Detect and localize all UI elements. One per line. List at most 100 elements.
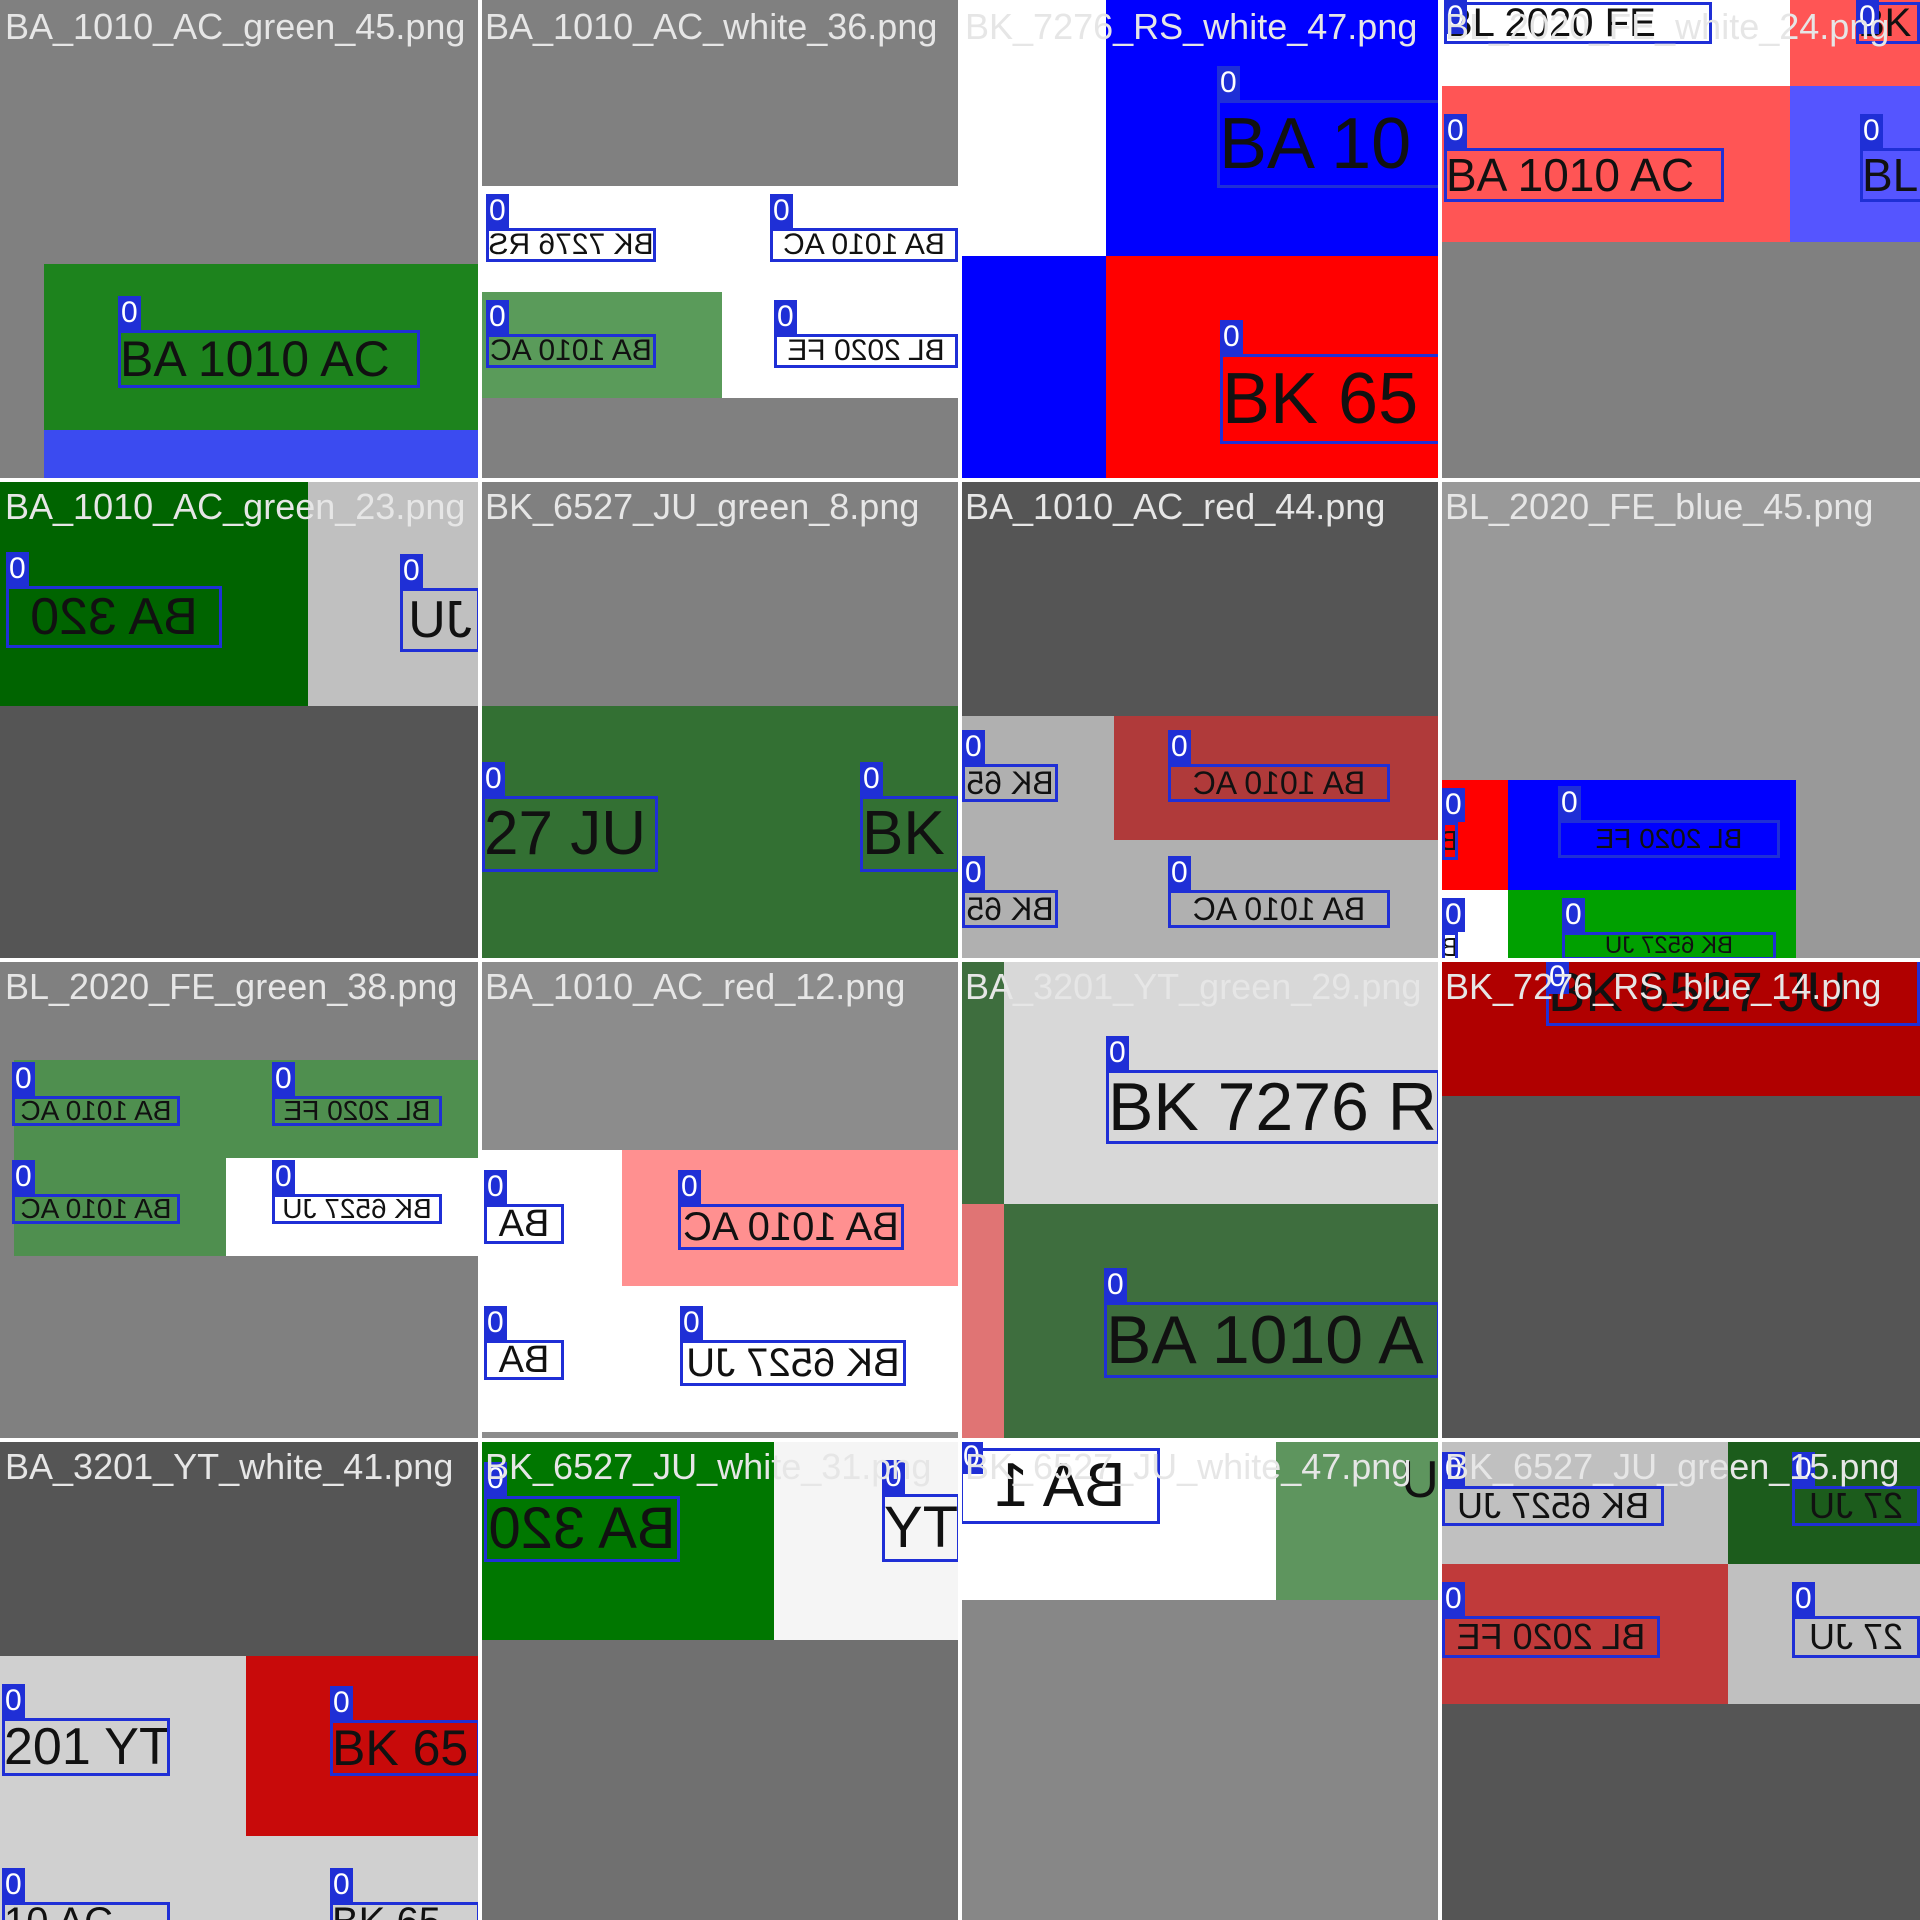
plate-background-region — [960, 256, 1106, 480]
class-id-label: 0 — [6, 552, 29, 586]
license-plate-text: BA 1010 A — [1104, 1302, 1440, 1378]
class-id-label: 0 — [1562, 898, 1585, 932]
class-id-label: 0 — [1168, 856, 1191, 890]
detection-bounding-box — [1217, 100, 1440, 188]
plate-number: BA 1010 AC — [1446, 149, 1695, 201]
plate-background-region — [226, 1158, 480, 1256]
plate-background-region — [246, 1656, 480, 1836]
detection-bounding-box — [1860, 148, 1920, 202]
class-id-label: 0 — [1558, 786, 1581, 820]
detection-bounding-box — [1106, 1070, 1440, 1144]
tile-filename-title: BA_1010_AC_white_36.png — [485, 6, 938, 47]
mosaic-tile: BA 10 0 BK 65 0 BK_7276_RS_white_47.png — [960, 0, 1440, 480]
detection-bounding-box — [1558, 820, 1780, 858]
detection-bounding-box — [882, 1494, 960, 1562]
license-plate-text: BL 2020 FE — [1444, 2, 1712, 44]
plate-number: BK 65 — [330, 1902, 441, 1920]
plate-background-region — [960, 1204, 1004, 1440]
mosaic-tile: BK 6527 JU 0 BK_7276_RS_blue_14.png — [1440, 960, 1920, 1440]
plate-background-region — [1004, 960, 1440, 1204]
detection-bounding-box — [484, 1496, 680, 1562]
mosaic-tile: BA 1010 AC 0 BA_1010_AC_green_45.png — [0, 0, 480, 480]
class-id-label: 0 — [330, 1868, 353, 1902]
plate-number: 10 AC — [2, 1902, 113, 1920]
class-id-label: 0 — [1442, 788, 1465, 822]
tile-filename-title: BK_7276_RS_white_47.png — [965, 6, 1418, 47]
plate-background-region — [1004, 1204, 1440, 1440]
plate-background-region — [480, 1440, 774, 1640]
detection-bounding-box — [482, 796, 658, 872]
tile-filename-title: BK_6527_JU_white_47.png — [965, 1446, 1412, 1487]
plate-number: 27 JU — [484, 799, 646, 868]
detection-bounding-box — [330, 1720, 480, 1776]
class-id-label: 0 — [860, 762, 883, 796]
mosaic-tile: BK 65 0 BA 1010 AC 0 BK 65 0 BA 1010 AC 0 BA_101… — [960, 480, 1440, 960]
license-plate-text: BA 10 — [1217, 100, 1440, 188]
mosaic-tile: B 0 BL 2020 FE 0 B 0 BK 6527 JU 0 BL_2020_FE_blu… — [1440, 480, 1920, 960]
class-id-label: 0 — [272, 1160, 295, 1194]
plate-background-region — [44, 264, 480, 430]
license-plate-text: 27 JU — [482, 796, 658, 872]
detection-bounding-box — [484, 1204, 564, 1244]
class-id-label: 0 — [882, 1460, 905, 1494]
plate-background-region — [44, 430, 480, 480]
detection-bounding-box — [680, 1340, 906, 1386]
class-id-label: 0 — [272, 1062, 295, 1096]
detection-bounding-box — [774, 334, 958, 368]
tile-filename-title: BL_2020_FE_green_38.png — [5, 966, 458, 1007]
tile-filename-title: BA_1010_AC_red_12.png — [485, 966, 906, 1007]
detection-bounding-box — [1444, 148, 1724, 202]
detection-bounding-box — [484, 1340, 564, 1380]
license-plate-text: BK 65 — [330, 1720, 480, 1776]
class-id-label: 0 — [484, 1462, 507, 1496]
plate-number: BK — [862, 799, 945, 868]
mosaic-tile: BA 1 0 U BK_6527_JU_white_47.png — [960, 1440, 1440, 1920]
class-id-label: 0 — [770, 194, 793, 228]
class-id-label: 0 — [1546, 960, 1569, 994]
class-id-label: 0 — [1792, 1452, 1815, 1486]
detection-bounding-box — [678, 1204, 904, 1250]
class-id-label: 0 — [1217, 66, 1240, 100]
tile-filename-title: BK_7276_RS_blue_14.png — [1445, 966, 1882, 1007]
detection-bounding-box — [770, 228, 958, 262]
detection-bounding-box — [272, 1096, 442, 1126]
plate-number: BK 65 — [332, 1720, 469, 1776]
detection-bounding-box — [12, 1194, 180, 1224]
class-id-label: 0 — [1442, 898, 1465, 932]
mosaic-tile: BA 1010 AC 0 BL 2020 FE 0 BA 1010 AC 0 BK 6527… — [0, 960, 480, 1440]
tile-filename-title: BK_6527_JU_green_8.png — [485, 486, 920, 527]
license-plate-text: BA 1010 AC — [118, 330, 420, 388]
license-plate-text: 10 AC — [2, 1902, 170, 1920]
class-id-label: 0 — [962, 856, 985, 890]
class-id-label: 0 — [484, 1306, 507, 1340]
tile-filename-title: BK_6527_JU_green_15.png — [1445, 1446, 1900, 1487]
license-plate-text: BK 65 — [1220, 354, 1440, 444]
detection-bounding-box — [6, 586, 222, 648]
detection-bounding-box — [2, 1902, 170, 1920]
class-id-label: 0 — [1106, 1036, 1129, 1070]
detection-bounding-box — [400, 588, 480, 652]
detection-bounding-box — [272, 1194, 442, 1224]
plate-number: BL — [1862, 149, 1919, 201]
detection-bounding-box — [1220, 354, 1440, 444]
class-id-label: 0 — [1442, 1582, 1465, 1616]
plate-background-region — [1440, 1564, 1728, 1704]
detection-bounding-box — [1168, 890, 1390, 928]
plate-number: BA 1010 A — [1106, 1302, 1424, 1378]
class-id-label: 0 — [678, 1170, 701, 1204]
plate-background-region — [308, 480, 480, 706]
class-id-label: 0 — [680, 1306, 703, 1340]
class-id-label: 0 — [330, 1686, 353, 1720]
plate-number: BA 10 — [1219, 104, 1412, 184]
license-plate-text: BL — [1860, 148, 1920, 202]
detection-bounding-box — [330, 1902, 480, 1920]
plate-background-region — [480, 706, 960, 960]
mosaic-tile: BA 320 0 TY 0 BK_6527_JU_white_31.png — [480, 1440, 960, 1920]
detection-bounding-box — [1442, 1616, 1660, 1658]
detection-bounding-box — [1792, 1616, 1920, 1658]
tile-filename-title: BA_1010_AC_green_23.png — [5, 486, 466, 527]
class-id-label: 0 — [1444, 114, 1467, 148]
mosaic-tile: BA 320 0 JU 0 BA_1010_AC_green_23.png — [0, 480, 480, 960]
class-id-label: 0 — [1104, 1268, 1127, 1302]
detection-bounding-box — [1442, 1486, 1664, 1526]
